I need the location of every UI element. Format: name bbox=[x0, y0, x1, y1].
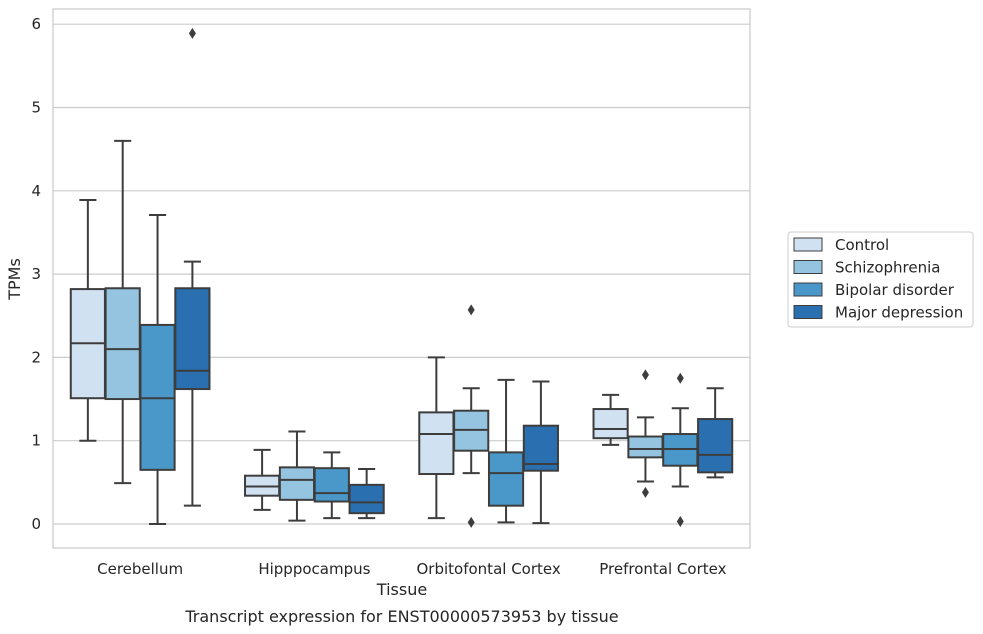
box-major-depression bbox=[348, 468, 385, 520]
outlier-point bbox=[676, 372, 684, 384]
y-tick-label: 3 bbox=[31, 265, 41, 283]
box-major-depression bbox=[697, 387, 734, 479]
box-bipolar-disorder bbox=[139, 213, 176, 525]
x-axis-label: Tissue bbox=[376, 580, 427, 599]
plot-frame bbox=[52, 8, 751, 549]
outlier-point bbox=[676, 516, 684, 528]
boxes-layer bbox=[69, 27, 734, 528]
chart-caption: Transcript expression for ENST0000057395… bbox=[184, 607, 618, 626]
outlier-point bbox=[641, 369, 649, 381]
box-control bbox=[418, 356, 455, 520]
legend-frame bbox=[787, 231, 974, 328]
y-tick-label: 5 bbox=[31, 99, 41, 117]
legend-swatch bbox=[793, 260, 823, 274]
y-tick-label: 6 bbox=[31, 15, 41, 33]
legend-items: Control Schizophrenia Bipolar disorder Majo… bbox=[793, 236, 963, 322]
outlier-point bbox=[467, 304, 475, 316]
y-axis-ticks: 0 1 2 3 4 5 6 bbox=[31, 15, 41, 533]
legend-label: Bipolar disorder bbox=[835, 281, 955, 299]
legend-label: Major depression bbox=[835, 304, 963, 322]
iqr-box bbox=[313, 467, 350, 503]
iqr-box bbox=[697, 418, 734, 474]
y-tick-label: 0 bbox=[31, 515, 41, 533]
iqr-box bbox=[174, 287, 211, 391]
box-bipolar-disorder bbox=[662, 372, 699, 528]
iqr-box bbox=[104, 287, 141, 401]
legend-label: Control bbox=[835, 236, 889, 254]
y-tick-label: 4 bbox=[31, 182, 41, 200]
box-control bbox=[69, 198, 106, 442]
x-tick-label: Prefrontal Cortex bbox=[599, 560, 726, 578]
iqr-box bbox=[278, 466, 316, 501]
y-tick-label: 1 bbox=[31, 432, 41, 450]
x-tick-label: Cerebellum bbox=[97, 560, 183, 578]
iqr-box bbox=[418, 411, 455, 476]
x-tick-label: Orbitofontal Cortex bbox=[417, 560, 561, 578]
y-tick-label: 2 bbox=[31, 348, 41, 366]
iqr-box bbox=[487, 451, 525, 507]
iqr-box bbox=[592, 408, 629, 440]
box-control bbox=[592, 393, 629, 446]
box-bipolar-disorder bbox=[313, 451, 350, 520]
box-bipolar-disorder bbox=[487, 378, 525, 524]
box-major-depression bbox=[174, 27, 211, 507]
box-schizophrenia bbox=[278, 430, 316, 522]
box-control bbox=[244, 448, 281, 511]
box-schizophrenia bbox=[453, 304, 490, 528]
iqr-box bbox=[348, 483, 385, 515]
outlier-point bbox=[641, 486, 649, 498]
legend-swatch bbox=[793, 305, 823, 319]
legend-swatch bbox=[793, 282, 823, 297]
y-axis-label: TPMs bbox=[5, 258, 24, 301]
box-schizophrenia bbox=[104, 139, 141, 485]
iqr-box bbox=[627, 435, 664, 459]
legend-label: Schizophrenia bbox=[835, 259, 940, 277]
outlier-point bbox=[188, 27, 196, 39]
outlier-point bbox=[467, 516, 475, 528]
x-tick-label: Hipppocampus bbox=[258, 560, 370, 578]
legend-swatch bbox=[793, 237, 823, 252]
legend: Control Schizophrenia Bipolar disorder Majo… bbox=[787, 231, 974, 328]
box-schizophrenia bbox=[627, 369, 664, 498]
x-axis-ticks: Cerebellum Hipppocampus Orbitofontal Corte… bbox=[97, 560, 726, 578]
box-major-depression bbox=[522, 380, 559, 525]
